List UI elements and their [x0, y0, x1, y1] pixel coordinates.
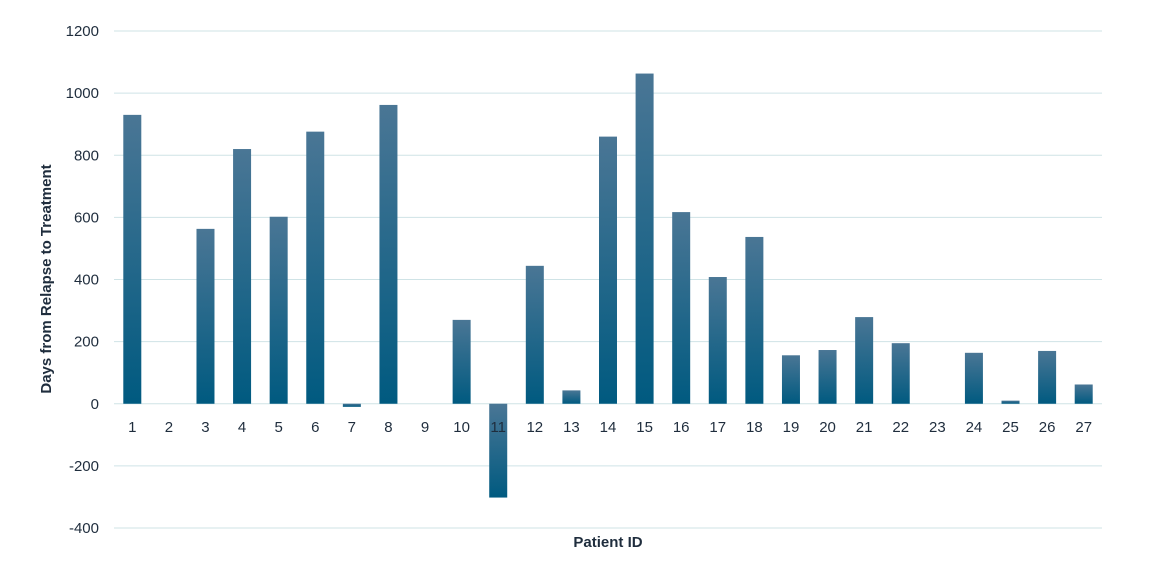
x-tick-label: 17 [709, 419, 726, 436]
bar-patient-6 [306, 131, 325, 404]
x-tick-label: 25 [1002, 419, 1019, 436]
bars [123, 73, 1093, 498]
x-tick-label: 15 [636, 419, 653, 436]
x-tick-label: 5 [274, 419, 282, 436]
bar-patient-3 [196, 228, 215, 404]
bar-patient-26 [1038, 350, 1057, 404]
x-tick-label: 27 [1075, 419, 1092, 436]
x-tick-label: 8 [384, 419, 392, 436]
y-tick-label: 400 [74, 272, 99, 289]
y-tick-label: -400 [69, 520, 99, 537]
y-tick-label: -200 [69, 458, 99, 475]
bar-patient-7 [342, 403, 361, 407]
bar-patient-10 [452, 319, 471, 404]
bar-patient-1 [123, 114, 142, 404]
bar-patient-4 [233, 149, 252, 404]
y-tick-label: 600 [74, 209, 99, 226]
bar-patient-8 [379, 104, 398, 404]
x-tick-label: 6 [311, 419, 319, 436]
y-tick-label: 200 [74, 334, 99, 351]
y-axis-title: Days from Relapse to Treatment [38, 164, 55, 393]
x-tick-label: 10 [453, 419, 470, 436]
x-tick-label: 12 [526, 419, 543, 436]
x-tick-label: 7 [348, 419, 356, 436]
bar-patient-14 [599, 136, 617, 404]
x-tick-label: 26 [1039, 419, 1056, 436]
x-tick-label: 13 [563, 419, 580, 436]
x-tick-label: 16 [673, 419, 690, 436]
bar-patient-12 [525, 265, 544, 404]
x-tick-label: 9 [421, 419, 429, 436]
bar-patient-20 [818, 350, 837, 404]
x-tick-label: 20 [819, 419, 836, 436]
x-tick-label: 19 [783, 419, 800, 436]
x-tick-label: 3 [201, 419, 209, 436]
x-tick-label: 1 [128, 419, 136, 436]
bar-patient-18 [745, 236, 764, 404]
y-tick-label: 1000 [66, 85, 99, 102]
x-tick-label: 11 [490, 419, 506, 436]
bar-patient-21 [855, 317, 874, 404]
bar-patient-17 [708, 277, 727, 404]
x-tick-label: 24 [966, 419, 983, 436]
x-tick-label: 22 [892, 419, 909, 436]
bar-patient-22 [891, 343, 910, 404]
bar-patient-25 [1001, 400, 1020, 404]
bar-patient-11 [489, 403, 508, 498]
y-tick-label: 1200 [66, 23, 99, 40]
bar-patient-15 [635, 73, 654, 404]
x-tick-label: 21 [856, 419, 873, 436]
y-axis-ticks: 1200 1000 800 600 400 200 0 -200 -400 [66, 23, 99, 537]
bar-patient-24 [964, 352, 983, 404]
bar-patient-16 [672, 212, 691, 404]
x-tick-label: 4 [238, 419, 246, 436]
y-tick-label: 800 [74, 147, 99, 164]
x-tick-label: 2 [165, 419, 173, 436]
x-tick-label: 18 [746, 419, 763, 436]
bar-patient-19 [781, 355, 800, 404]
x-axis-title: Patient ID [573, 534, 642, 551]
bar-patient-27 [1074, 384, 1093, 404]
y-tick-label: 0 [91, 396, 99, 413]
bar-patient-5 [269, 216, 288, 404]
x-tick-label: 23 [929, 419, 946, 436]
bar-patient-13 [562, 390, 581, 404]
x-axis-ticks: 1 2 3 4 5 6 7 8 9 10 11 12 13 14 15 16 17 18 19 20 21 22 23 24 2… [128, 419, 1092, 436]
x-tick-label: 14 [600, 419, 617, 436]
